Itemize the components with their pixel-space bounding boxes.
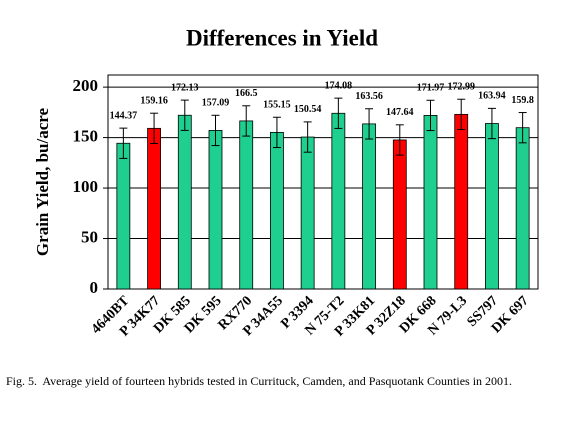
y-tick-label: 100	[73, 177, 99, 196]
value-label: 163.94	[478, 91, 506, 102]
value-label: 172.99	[447, 82, 475, 93]
y-tick-label: 200	[73, 76, 99, 95]
bar	[362, 123, 376, 290]
value-label: 172.13	[171, 82, 199, 93]
value-label: 157.09	[202, 98, 230, 109]
value-label: 163.56	[355, 91, 383, 102]
value-label: 144.37	[110, 110, 138, 121]
bar	[270, 131, 284, 290]
caption: Fig. 5. Average yield of fourteen hybrid…	[6, 374, 513, 388]
bar	[239, 120, 254, 290]
chart: Differences in Yield Grain Yield, bu/acr…	[33, 25, 539, 340]
y-axis-label: Grain Yield, bu/acre	[33, 107, 52, 256]
y-tick-label: 0	[90, 278, 99, 297]
value-label: 159.8	[511, 95, 534, 106]
bar	[177, 114, 192, 290]
y-tick-label: 150	[73, 126, 99, 145]
bar	[208, 130, 223, 290]
value-label: 147.64	[386, 107, 414, 118]
value-label: 155.15	[263, 100, 291, 111]
y-tick-label: 50	[81, 227, 98, 246]
bar	[147, 127, 161, 290]
value-label: 150.54	[294, 104, 322, 115]
bar	[485, 123, 499, 290]
chart-title: Differences in Yield	[186, 25, 378, 50]
bar	[423, 115, 438, 290]
bar	[454, 113, 469, 290]
bar	[515, 127, 530, 290]
value-label: 166.5	[235, 88, 258, 99]
value-label: 159.16	[140, 95, 168, 106]
value-label: 171.97	[417, 83, 445, 94]
bar	[331, 112, 346, 290]
value-label: 174.08	[325, 80, 353, 91]
plot-frame	[107, 74, 539, 290]
bar	[116, 142, 131, 290]
bar	[392, 139, 407, 290]
bar	[300, 136, 315, 290]
